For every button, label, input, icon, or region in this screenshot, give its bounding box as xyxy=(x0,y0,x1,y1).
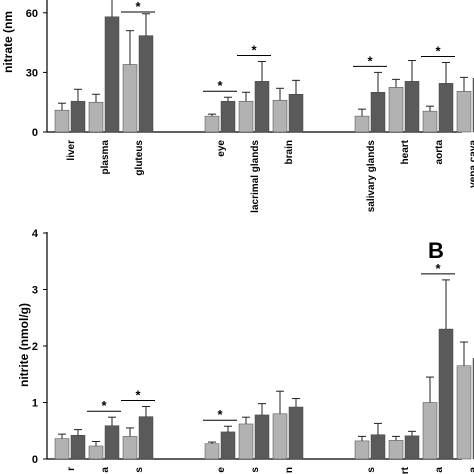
significance-star: * xyxy=(217,78,223,93)
x-category-label: a xyxy=(100,467,111,473)
y-axis-label: nitrite (nmol/g) xyxy=(17,303,31,387)
significance-star: * xyxy=(217,407,223,422)
bar-treated xyxy=(404,81,420,133)
bar-control xyxy=(122,436,138,460)
bar-control xyxy=(422,110,438,133)
bar-treated xyxy=(370,434,386,460)
bar-treated xyxy=(138,35,154,133)
x-category-label: heart xyxy=(400,139,411,164)
bar-control xyxy=(88,445,104,460)
bar-control xyxy=(388,87,404,133)
bar-treated xyxy=(404,435,420,460)
bar-treated xyxy=(70,435,86,460)
y-tick-label: 0 xyxy=(32,127,38,139)
significance-star: * xyxy=(135,387,141,402)
y-axis-label: nitrate (nm xyxy=(1,11,15,73)
x-category-label: e xyxy=(216,467,227,473)
significance-star: * xyxy=(367,53,373,68)
bar-treated xyxy=(104,425,120,460)
y-tick-label: 0 xyxy=(32,454,38,466)
bar-treated xyxy=(254,414,270,460)
y-tick-label: 60 xyxy=(26,8,38,20)
bar-control xyxy=(456,91,472,133)
x-category-label: s xyxy=(134,467,145,473)
bar-control xyxy=(354,115,370,133)
y-tick-label: 2 xyxy=(32,341,38,353)
bar-control xyxy=(272,413,288,460)
x-category-label: a xyxy=(434,467,445,473)
significance-star: * xyxy=(435,261,441,276)
x-category-label: plasma xyxy=(100,140,111,175)
x-category-label: lacrimal glands xyxy=(250,140,261,213)
x-category-label: r xyxy=(66,467,77,471)
bar-control xyxy=(204,443,220,460)
x-category-label: eye xyxy=(216,140,227,157)
bar-treated xyxy=(220,431,236,460)
bar-treated xyxy=(138,416,154,460)
x-category-label: gluteus xyxy=(134,140,145,176)
bar-control xyxy=(238,100,254,133)
x-category-label: rt xyxy=(400,466,411,474)
significance-star: * xyxy=(101,398,107,413)
bar-control xyxy=(54,438,70,460)
bar-control xyxy=(204,115,220,133)
panel-label: B xyxy=(428,238,444,263)
x-category-label: vena cava xyxy=(468,140,474,188)
bar-treated xyxy=(104,16,120,133)
bar-control xyxy=(456,365,472,460)
significance-star: * xyxy=(251,42,257,57)
y-tick-label: 30 xyxy=(26,67,38,79)
bar-control xyxy=(354,440,370,460)
bar-control xyxy=(272,99,288,133)
x-category-label: s xyxy=(250,467,261,473)
x-category-label: liver xyxy=(66,140,77,161)
bar-control xyxy=(238,423,254,460)
bar-control xyxy=(122,64,138,133)
bar-control xyxy=(88,101,104,133)
bar-treated xyxy=(288,406,304,460)
y-tick-label: 3 xyxy=(32,285,38,297)
bar-treated xyxy=(438,83,454,133)
x-category-label: aorta xyxy=(434,140,445,165)
x-category-label: a xyxy=(468,467,474,473)
bar-control xyxy=(422,402,438,460)
bar-treated xyxy=(288,94,304,133)
bar-treated xyxy=(438,328,454,460)
significance-star: * xyxy=(135,0,141,14)
y-tick-label: 1 xyxy=(32,398,38,410)
panel-b-nitrite: 0 1 2 3 4 nitrite (nmol/g) Br * a * s * e s n s rt * a a xyxy=(17,228,474,474)
x-category-label: salivary glands xyxy=(366,140,377,213)
bar-control xyxy=(54,109,70,133)
bar-treated xyxy=(220,100,236,133)
x-category-label: n xyxy=(284,467,295,473)
bar-treated xyxy=(254,81,270,133)
bar-treated xyxy=(70,100,86,133)
panel-a-nitrate: 0 30 60 nitrate (nm liver plasma * gluteus * eye *… xyxy=(1,0,474,213)
bar-treated xyxy=(370,92,386,133)
x-category-label: brain xyxy=(284,140,295,164)
significance-star: * xyxy=(435,43,441,58)
x-category-label: s xyxy=(366,467,377,473)
y-tick-label: 4 xyxy=(32,228,39,240)
bar-control xyxy=(388,440,404,460)
